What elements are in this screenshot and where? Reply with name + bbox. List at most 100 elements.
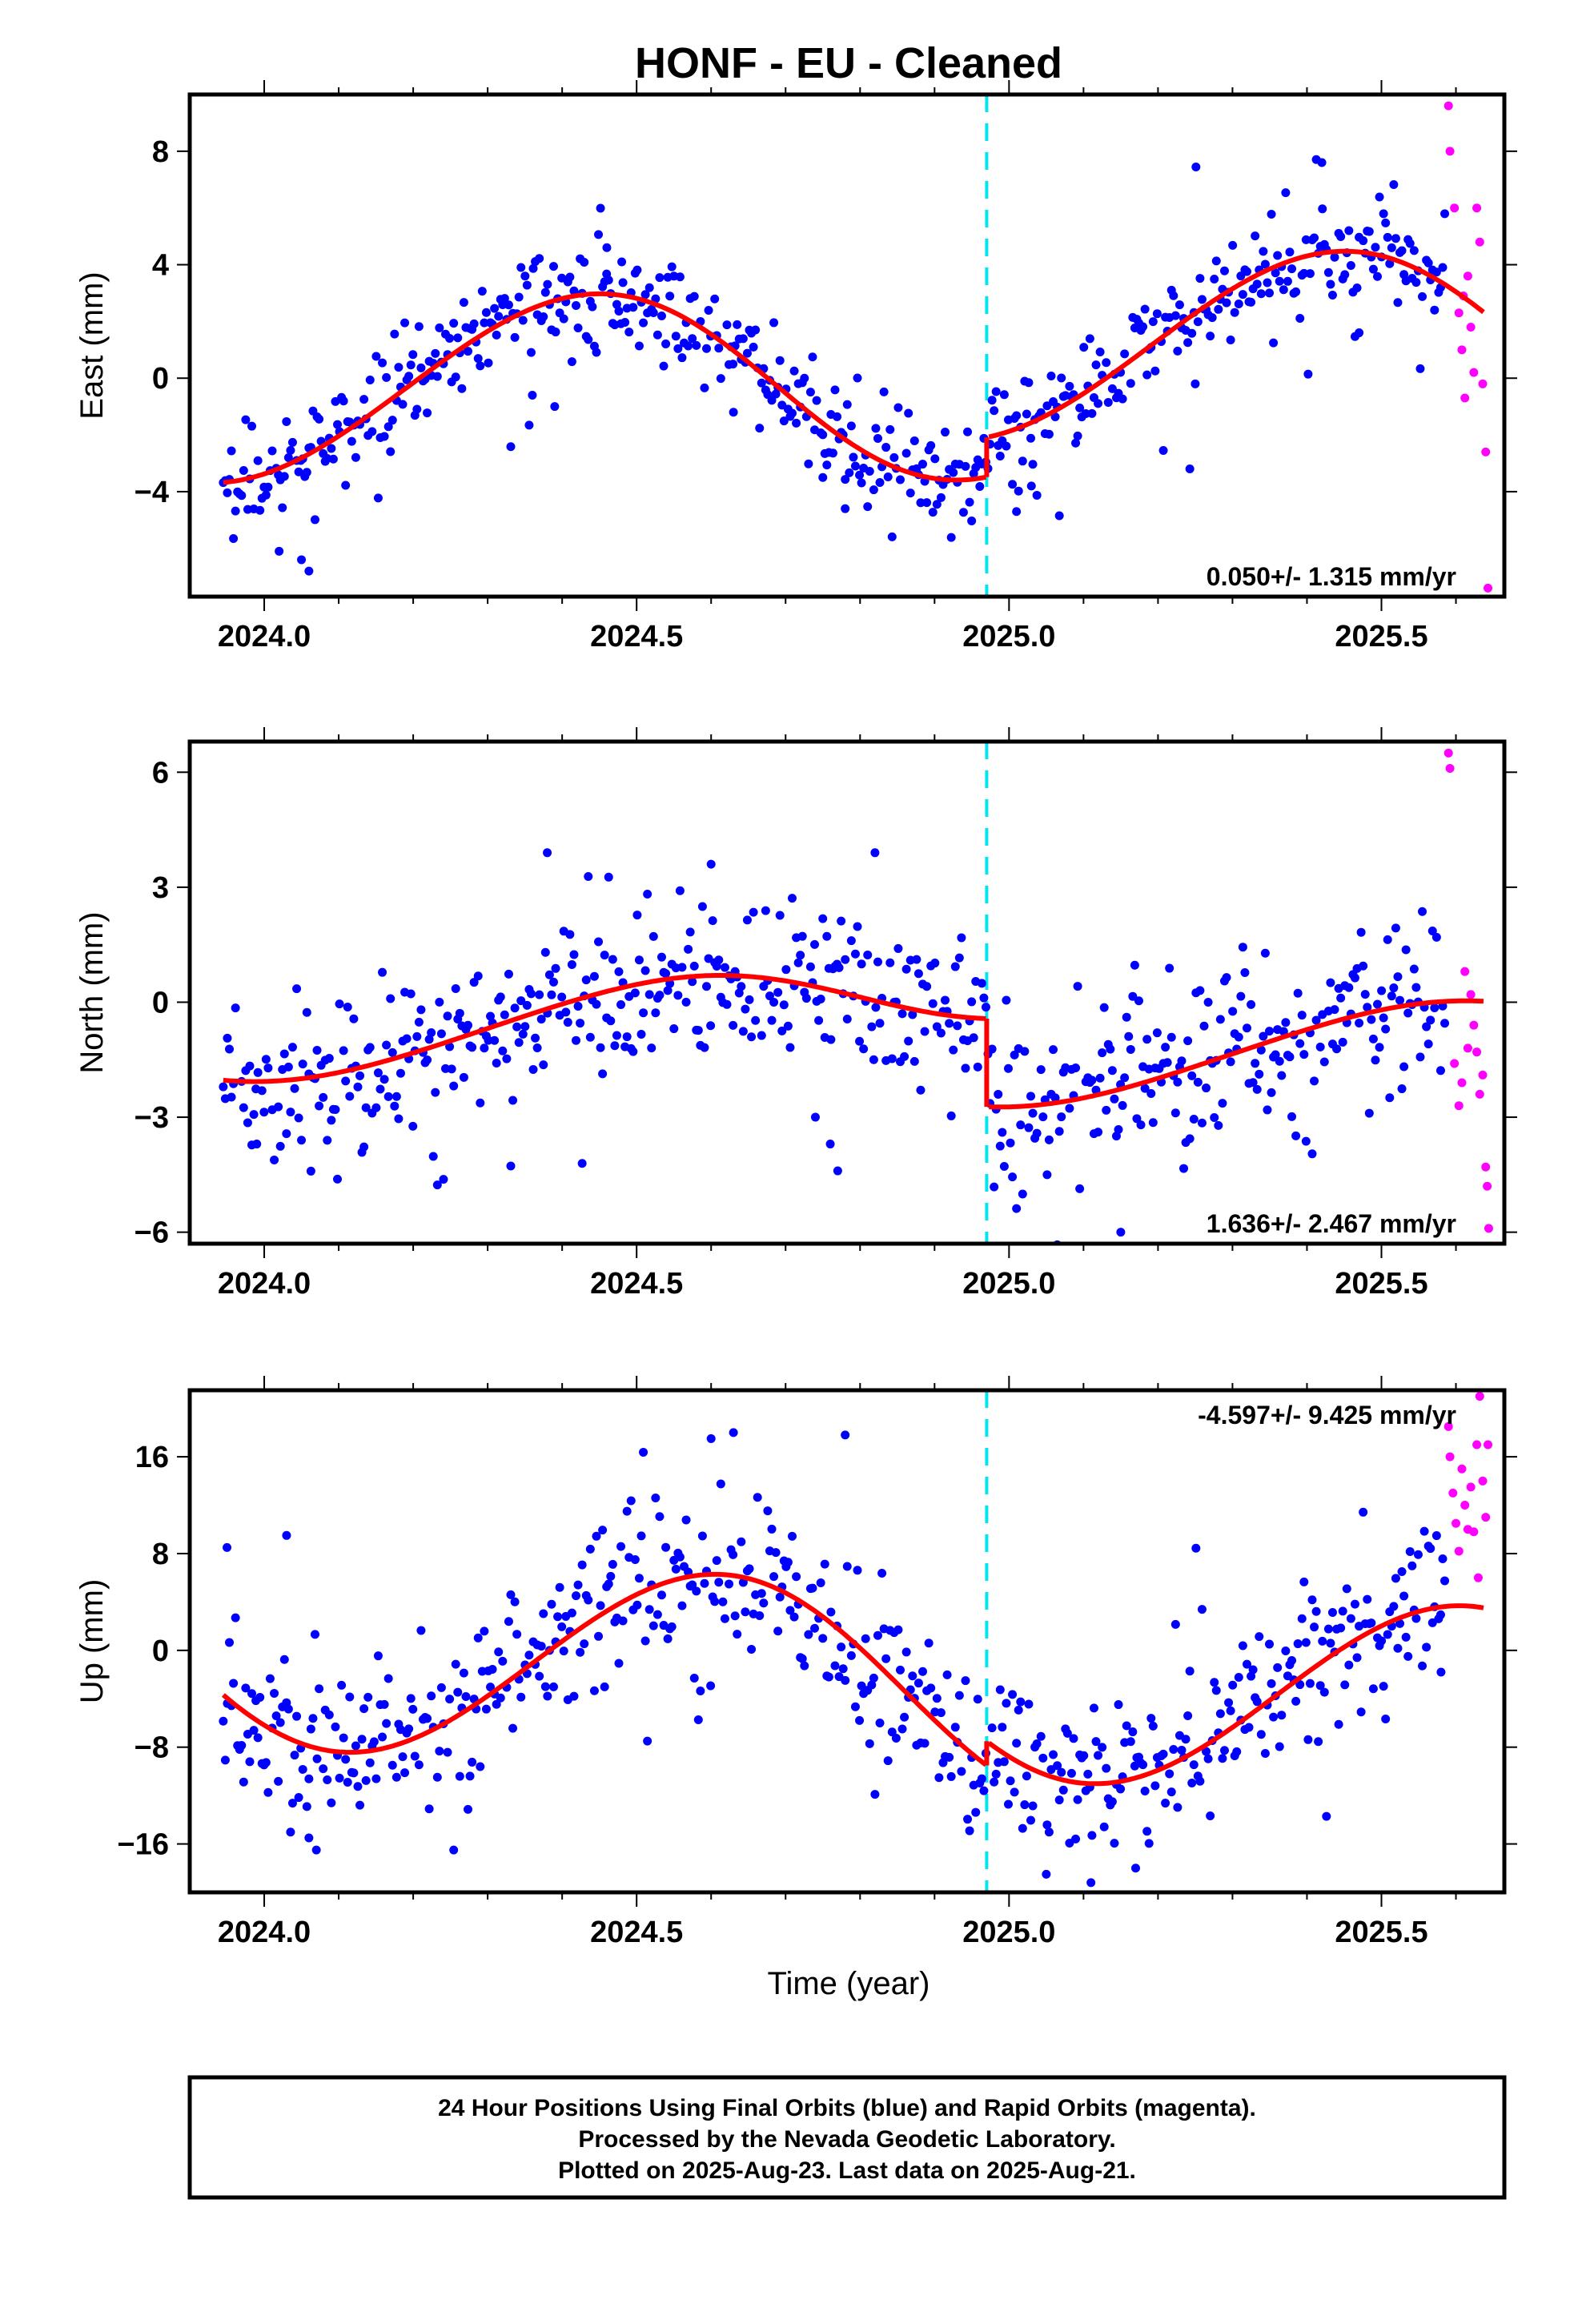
up-final-point <box>436 1683 446 1692</box>
east-ytick-label: −4 <box>135 476 169 509</box>
east-final-point <box>1081 409 1090 419</box>
north-final-point <box>1411 983 1421 992</box>
north-final-point <box>1363 1003 1372 1012</box>
north-final-point <box>855 1036 865 1046</box>
east-xtick-label: 2024.0 <box>218 620 311 653</box>
east-final-point <box>1279 285 1288 295</box>
north-final-point <box>614 967 624 976</box>
north-final-point <box>1319 1057 1329 1067</box>
east-final-point <box>990 406 999 416</box>
up-final-point <box>1367 1618 1376 1628</box>
up-final-point <box>241 1683 251 1693</box>
up-final-point <box>1269 1712 1279 1722</box>
east-final-point <box>869 485 878 495</box>
up-final-point <box>492 1699 501 1709</box>
north-final-point <box>486 1011 496 1021</box>
up-final-point <box>1322 1811 1331 1821</box>
north-final-point <box>779 1000 789 1010</box>
north-final-point <box>953 1021 962 1031</box>
north-final-point <box>887 1054 897 1063</box>
north-final-point <box>383 1092 393 1101</box>
east-final-point <box>729 360 738 369</box>
north-final-point <box>274 1102 283 1112</box>
north-final-point <box>634 955 644 965</box>
east-rate-label: 0.050+/- 1.315 mm/yr <box>1207 562 1456 591</box>
north-final-point <box>706 859 716 869</box>
north-final-point <box>1228 1007 1238 1016</box>
north-final-point <box>981 1003 990 1012</box>
east-rapid-point <box>1472 203 1482 213</box>
north-final-point <box>298 1059 307 1069</box>
east-final-point <box>648 308 658 318</box>
up-final-point <box>1323 1624 1333 1634</box>
up-final-point <box>1426 1544 1435 1554</box>
east-final-point <box>1087 408 1097 418</box>
north-final-point <box>675 886 685 895</box>
up-final-point <box>900 1712 909 1722</box>
up-final-point <box>1038 1753 1048 1763</box>
east-final-point <box>1269 338 1279 348</box>
up-final-point <box>1079 1751 1089 1760</box>
north-final-point <box>608 955 617 964</box>
east-final-point <box>341 480 351 490</box>
up-final-point <box>1150 1781 1160 1791</box>
east-final-point <box>1091 360 1101 370</box>
east-final-point <box>620 318 630 328</box>
up-final-point <box>424 1804 434 1814</box>
up-xtick-label: 2025.0 <box>962 1916 1055 1949</box>
north-final-point <box>548 977 558 987</box>
north-final-point <box>904 1036 913 1046</box>
east-final-point <box>885 424 895 434</box>
up-final-point <box>1185 1667 1195 1676</box>
north-final-point <box>930 959 940 968</box>
east-final-point <box>887 532 897 541</box>
north-final-point <box>961 1063 970 1073</box>
east-final-point <box>1423 258 1433 267</box>
north-final-point <box>585 1032 595 1042</box>
east-final-point <box>841 475 850 485</box>
north-final-point <box>1189 1114 1199 1124</box>
east-final-point <box>279 472 289 481</box>
north-final-point <box>1202 1084 1211 1093</box>
up-final-point <box>1102 1763 1111 1773</box>
east-final-point <box>918 460 928 469</box>
north-final-point <box>1054 1127 1064 1136</box>
north-final-point <box>504 969 513 979</box>
north-final-point <box>816 995 825 1004</box>
east-rapid-point <box>1484 583 1493 593</box>
up-final-point <box>476 1762 485 1771</box>
north-final-point <box>1397 1084 1407 1094</box>
up-final-point <box>365 1758 375 1767</box>
north-final-point <box>1057 1112 1066 1122</box>
up-final-point <box>639 1447 648 1457</box>
east-final-point <box>588 302 597 312</box>
north-final-point <box>245 1061 255 1071</box>
north-final-point <box>1409 964 1419 974</box>
up-final-point <box>1002 1699 1011 1708</box>
east-final-point <box>702 344 712 353</box>
east-final-point <box>1228 240 1238 250</box>
north-final-point <box>954 953 964 963</box>
east-final-point <box>671 332 681 341</box>
east-final-point <box>1191 162 1201 171</box>
east-final-point <box>573 323 583 332</box>
north-final-point <box>998 1128 1007 1137</box>
up-final-point <box>287 1799 297 1808</box>
north-final-point <box>1073 982 1082 991</box>
up-final-point <box>710 1597 720 1606</box>
north-final-point <box>1102 1105 1111 1115</box>
up-final-point <box>237 1740 247 1750</box>
east-final-point <box>594 230 604 239</box>
up-final-point <box>286 1827 295 1837</box>
up-final-point <box>725 1579 734 1589</box>
north-final-point <box>261 1055 271 1064</box>
north-final-point <box>648 931 658 941</box>
east-final-point <box>412 404 422 414</box>
east-final-point <box>1310 233 1319 243</box>
up-final-point <box>253 1733 263 1743</box>
up-final-point <box>1401 1632 1411 1642</box>
north-final-point <box>1299 1050 1309 1059</box>
north-final-point <box>589 971 599 981</box>
up-final-point <box>810 1623 820 1633</box>
east-final-point <box>1187 328 1197 338</box>
